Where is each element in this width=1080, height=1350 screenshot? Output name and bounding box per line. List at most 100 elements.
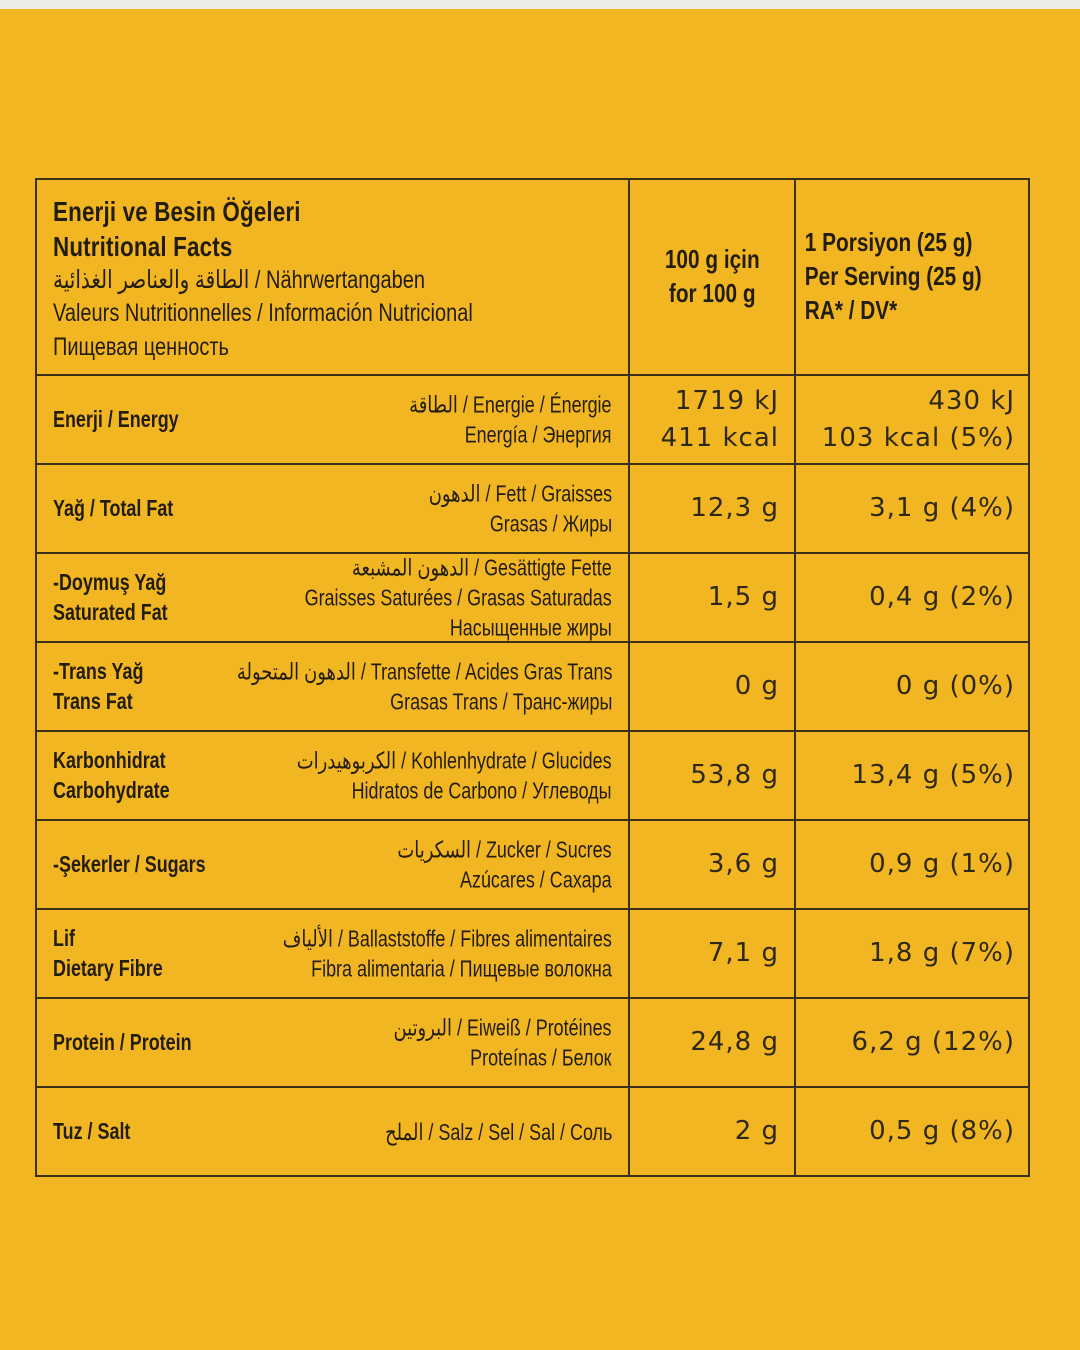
nutrient-name: Yağ / Total Fat bbox=[53, 494, 173, 524]
text-line: Protein / Protein bbox=[53, 1028, 192, 1055]
nutrient-label-cell: Enerji / Energy الطاقة / Energie / Énerg… bbox=[37, 376, 628, 463]
text-line: RA* / DV* bbox=[804, 294, 898, 325]
text-line: 7,1 g bbox=[707, 938, 779, 969]
text-line: الطاقة / Energie / Énergie bbox=[409, 391, 612, 418]
text-line: 3,1 g (4%) bbox=[869, 493, 1015, 524]
text-line: Graisses Saturées / Grasas Saturadas bbox=[304, 584, 612, 611]
text-line: Carbohydrate bbox=[53, 776, 170, 803]
text-line: 12,3 g bbox=[690, 493, 779, 524]
text-line: for 100 g bbox=[668, 278, 756, 308]
per-100g-value: 7,1 g bbox=[628, 910, 794, 997]
nutrient-row: Karbonhidrat Carbohydrate الكربوهيدرات / … bbox=[37, 730, 1028, 819]
nutrient-row: Enerji / Energy الطاقة / Energie / Énerg… bbox=[37, 374, 1028, 463]
text-line: Karbonhidrat bbox=[53, 746, 166, 773]
text-line: 3,6 g bbox=[707, 849, 779, 880]
nutrient-label-cell: -Doymuş Yağ Saturated Fat الدهون المشبعة … bbox=[37, 554, 628, 641]
text-line: Enerji / Energy bbox=[53, 405, 179, 432]
text-line: 103 kcal (5%) bbox=[821, 422, 1015, 453]
nutrient-label-cell: Yağ / Total Fat الدهون / Fett / Graisses… bbox=[37, 465, 628, 552]
text-line: 53,8 g bbox=[690, 760, 779, 791]
nutrient-label-cell: Karbonhidrat Carbohydrate الكربوهيدرات / … bbox=[37, 732, 628, 819]
text-line: الدهون المشبعة / Gesättigte Fette bbox=[352, 554, 612, 580]
text-line: 100 g için bbox=[664, 244, 760, 275]
text-line: Lif bbox=[53, 924, 75, 951]
text-line: Grasas Trans / Транс-жиры bbox=[389, 688, 612, 715]
nutrient-translations: الكربوهيدرات / Kohlenhydrate / Glucides H… bbox=[297, 745, 612, 806]
text-line: Azúcares / Сахара bbox=[460, 866, 612, 893]
per-100g-header: 100 g için for 100 g bbox=[665, 243, 760, 311]
text-line: الدهون / Fett / Graisses bbox=[428, 480, 612, 507]
text-line: 1,5 g bbox=[707, 582, 779, 613]
text-line: Пищевая ценность bbox=[53, 332, 229, 361]
per-serving-value: 0 g (0%) bbox=[794, 643, 1028, 730]
text-line: الطاقة والعناصر الغذائية / Nährwertangab… bbox=[53, 266, 426, 294]
text-line: Насыщенные жиры bbox=[450, 614, 612, 641]
text-line: Fibra alimentaria / Пищевые волокна bbox=[311, 955, 612, 982]
per-serving-value: 430 kJ 103 kcal (5%) bbox=[794, 376, 1028, 463]
text-line: Trans Fat bbox=[53, 687, 133, 714]
nutrient-row: -Şekerler / Sugars السكريات / Zucker / S… bbox=[37, 819, 1028, 908]
per-serving-value: 0,9 g (1%) bbox=[794, 821, 1028, 908]
table-title-translations: الطاقة والعناصر الغذائية / Nährwertangab… bbox=[53, 264, 500, 364]
text-line: Hidratos de Carbono / Углеводы bbox=[352, 777, 612, 804]
per-100g-value: 0 g bbox=[628, 643, 794, 730]
nutrient-name: -Şekerler / Sugars bbox=[53, 850, 206, 880]
text-line: -Şekerler / Sugars bbox=[53, 850, 206, 877]
text-line: الكربوهيدرات / Kohlenhydrate / Glucides bbox=[297, 747, 612, 774]
per-serving-header: 1 Porsiyon (25 g) Per Serving (25 g) RA* /… bbox=[796, 226, 982, 327]
text-line: 2 g bbox=[734, 1116, 779, 1147]
nutrient-label-cell: -Trans Yağ Trans Fat الدهون المتحولة / Tr… bbox=[37, 643, 628, 730]
text-line: Enerji ve Besin Öğeleri bbox=[53, 196, 301, 227]
header-title-wrap: Enerji ve Besin Öğeleri Nutritional Facts… bbox=[53, 194, 500, 364]
nutrient-name: Karbonhidrat Carbohydrate bbox=[53, 746, 170, 806]
text-line: Energía / Энергия bbox=[465, 421, 612, 448]
per-100g-value: 12,3 g bbox=[628, 465, 794, 552]
nutrient-name: Tuz / Salt bbox=[53, 1117, 130, 1147]
per-serving-value: 6,2 g (12%) bbox=[794, 999, 1028, 1086]
text-line: Saturated Fat bbox=[53, 598, 168, 625]
text-line: 24,8 g bbox=[690, 1027, 779, 1058]
text-line: Per Serving (25 g) bbox=[804, 261, 982, 292]
nutrient-translations: الدهون / Fett / Graisses Grasas / Жиры bbox=[429, 478, 612, 539]
text-line: السكريات / Zucker / Sucres bbox=[397, 836, 612, 863]
nutrient-row: -Trans Yağ Trans Fat الدهون المتحولة / Tr… bbox=[37, 641, 1028, 730]
nutrient-row: Lif Dietary Fibre الألياف / Ballaststoffe… bbox=[37, 908, 1028, 997]
text-line: Yağ / Total Fat bbox=[53, 494, 174, 521]
per-100g-value: 1719 kJ 411 kcal bbox=[628, 376, 794, 463]
per-serving-header-cell: 1 Porsiyon (25 g) Per Serving (25 g) RA* /… bbox=[794, 180, 1028, 374]
per-100g-value: 3,6 g bbox=[628, 821, 794, 908]
text-line: Valeurs Nutritionnelles / Información Nu… bbox=[53, 299, 473, 328]
per-100g-header-cell: 100 g için for 100 g bbox=[628, 180, 794, 374]
text-line: Proteínas / Белок bbox=[470, 1044, 612, 1071]
header-title-cell: Enerji ve Besin Öğeleri Nutritional Facts… bbox=[37, 180, 628, 374]
text-line: 1,8 g (7%) bbox=[869, 938, 1015, 969]
per-serving-value: 0,5 g (8%) bbox=[794, 1088, 1028, 1175]
text-line: Dietary Fibre bbox=[53, 954, 163, 981]
table-header-row: Enerji ve Besin Öğeleri Nutritional Facts… bbox=[37, 180, 1028, 374]
nutrient-row: -Doymuş Yağ Saturated Fat الدهون المشبعة … bbox=[37, 552, 1028, 641]
nutrition-table: Enerji ve Besin Öğeleri Nutritional Facts… bbox=[35, 178, 1030, 1177]
nutrient-name: Enerji / Energy bbox=[53, 405, 179, 435]
per-100g-value: 1,5 g bbox=[628, 554, 794, 641]
nutrient-name: Lif Dietary Fibre bbox=[53, 924, 163, 984]
nutrient-label-cell: Protein / Protein البروتين / Eiweiß / Pr… bbox=[37, 999, 628, 1086]
text-line: 6,2 g (12%) bbox=[851, 1027, 1015, 1058]
table-title: Enerji ve Besin Öğeleri Nutritional Facts bbox=[53, 194, 500, 264]
nutrient-label-cell: -Şekerler / Sugars السكريات / Zucker / S… bbox=[37, 821, 628, 908]
nutrient-label-cell: Tuz / Salt الملح / Salz / Sel / Sal / Со… bbox=[37, 1088, 628, 1175]
per-100g-value: 53,8 g bbox=[628, 732, 794, 819]
nutrient-row: Protein / Protein البروتين / Eiweiß / Pr… bbox=[37, 997, 1028, 1086]
per-serving-value: 13,4 g (5%) bbox=[794, 732, 1028, 819]
nutrient-name: -Doymuş Yağ Saturated Fat bbox=[53, 568, 168, 628]
text-line: 1719 kJ bbox=[674, 385, 779, 416]
text-line: 430 kJ bbox=[928, 385, 1015, 416]
nutrient-name: -Trans Yağ Trans Fat bbox=[53, 657, 143, 717]
per-serving-value: 3,1 g (4%) bbox=[794, 465, 1028, 552]
text-line: 0 g bbox=[734, 671, 779, 702]
text-line: 0,4 g (2%) bbox=[869, 582, 1015, 613]
nutrient-translations: البروتين / Eiweiß / Protéines Proteínas /… bbox=[394, 1012, 612, 1073]
text-line: 1 Porsiyon (25 g) bbox=[804, 227, 973, 258]
text-line: 0,9 g (1%) bbox=[869, 849, 1015, 880]
text-line: Nutritional Facts bbox=[53, 231, 233, 262]
text-line: 0 g (0%) bbox=[895, 671, 1015, 702]
